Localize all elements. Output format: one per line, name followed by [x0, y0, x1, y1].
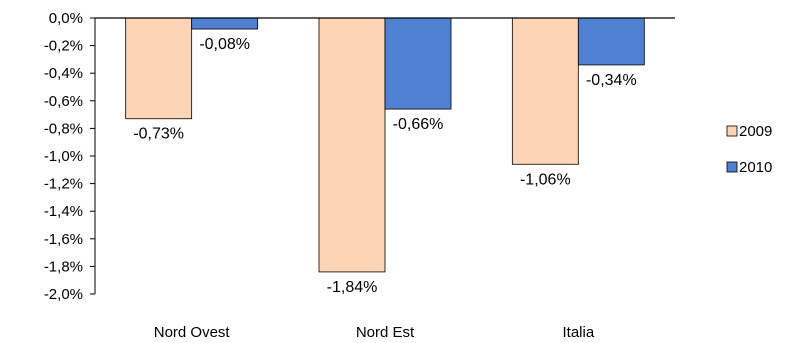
legend: 2009 2010	[726, 123, 772, 176]
bar-2010-nord-est	[384, 17, 452, 110]
y-tick-label: -0,6%	[44, 93, 83, 110]
category-label: Nord Est	[356, 324, 415, 341]
legend-swatch	[726, 125, 738, 137]
data-label: -0,73%	[133, 126, 184, 143]
y-tick-label: -1,0%	[44, 148, 83, 165]
bar-2009-nord-ovest	[125, 17, 193, 120]
y-tick-label: -1,6%	[44, 231, 83, 248]
category-labels: Nord Ovest Nord Est Italia	[154, 324, 595, 341]
y-tick-label: -1,2%	[44, 176, 83, 193]
y-axis: 0,0% -0,2% -0,4% -0,6% -0,8% -1,0% -1,2% -1,4% -…	[44, 10, 96, 303]
category-label: Nord Ovest	[154, 324, 231, 341]
y-tick-label: -2,0%	[44, 286, 83, 303]
bars	[125, 17, 645, 273]
data-label: -0,34%	[586, 72, 637, 89]
bar-2009-nord-est	[318, 17, 386, 273]
data-label: -0,08%	[199, 36, 250, 53]
y-tick-label: 0,0%	[49, 10, 83, 27]
data-label: -1,84%	[327, 279, 378, 296]
bar-2010-nord-ovest	[191, 17, 259, 30]
y-tick-label: -0,4%	[44, 65, 83, 82]
data-label: -0,66%	[393, 116, 444, 133]
legend-label: 2010	[739, 159, 772, 176]
y-tick-label: -0,8%	[44, 120, 83, 137]
category-label: Italia	[562, 324, 594, 341]
data-label: -1,06%	[520, 171, 571, 188]
data-labels: -0,73% -0,08% -1,84% -0,66% -1,06% -0,34%	[133, 36, 636, 296]
legend-label: 2009	[739, 123, 772, 140]
y-tick-label: -1,4%	[44, 203, 83, 220]
y-tick-label: -1,8%	[44, 258, 83, 275]
legend-swatch	[726, 161, 738, 173]
y-tick-label: -0,2%	[44, 38, 83, 55]
bar-2009-italia	[511, 17, 579, 165]
bar-2010-italia	[577, 17, 645, 66]
